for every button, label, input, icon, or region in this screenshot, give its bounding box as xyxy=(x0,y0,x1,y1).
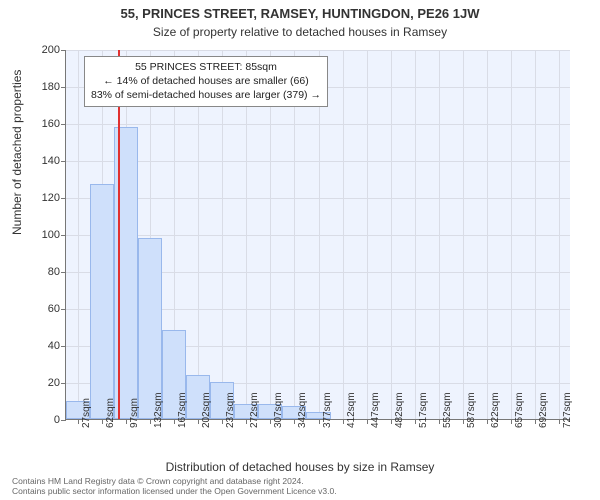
x-tick-label: 167sqm xyxy=(177,392,188,428)
x-tick xyxy=(222,419,223,424)
plot-area: 55 PRINCES STREET: 85sqm ← 14% of detach… xyxy=(65,50,570,420)
gridline-vertical xyxy=(511,50,512,419)
x-tick-label: 62sqm xyxy=(105,398,116,428)
y-tick-label: 80 xyxy=(25,266,60,278)
gridline-vertical xyxy=(367,50,368,419)
x-tick xyxy=(78,419,79,424)
x-tick-label: 482sqm xyxy=(394,392,405,428)
gridline-vertical xyxy=(391,50,392,419)
footer-line-2: Contains public sector information licen… xyxy=(12,486,337,496)
x-tick-label: 622sqm xyxy=(490,392,501,428)
y-tick xyxy=(61,50,66,51)
x-tick-label: 377sqm xyxy=(322,392,333,428)
y-tick-label: 200 xyxy=(25,44,60,56)
gridline-vertical xyxy=(415,50,416,419)
x-tick xyxy=(270,419,271,424)
x-tick xyxy=(511,419,512,424)
x-tick xyxy=(126,419,127,424)
x-tick xyxy=(487,419,488,424)
x-tick-label: 517sqm xyxy=(418,392,429,428)
x-tick-label: 552sqm xyxy=(442,392,453,428)
chart-subtitle: Size of property relative to detached ho… xyxy=(0,21,600,39)
y-tick xyxy=(61,124,66,125)
x-tick-label: 657sqm xyxy=(514,392,525,428)
x-tick-label: 97sqm xyxy=(129,398,140,428)
y-tick xyxy=(61,420,66,421)
x-tick xyxy=(391,419,392,424)
gridline-vertical xyxy=(343,50,344,419)
y-tick-label: 100 xyxy=(25,229,60,241)
info-line-3: 83% of semi-detached houses are larger (… xyxy=(91,88,321,102)
x-tick xyxy=(294,419,295,424)
x-tick xyxy=(246,419,247,424)
x-tick xyxy=(535,419,536,424)
gridline-vertical xyxy=(78,50,79,419)
x-tick xyxy=(319,419,320,424)
x-tick-label: 727sqm xyxy=(562,392,573,428)
x-tick xyxy=(367,419,368,424)
x-tick xyxy=(439,419,440,424)
x-tick xyxy=(343,419,344,424)
x-tick-label: 27sqm xyxy=(81,398,92,428)
x-tick-label: 202sqm xyxy=(201,392,212,428)
gridline-vertical xyxy=(463,50,464,419)
x-tick-label: 412sqm xyxy=(346,392,357,428)
y-tick xyxy=(61,309,66,310)
x-tick xyxy=(463,419,464,424)
info-line-2: ← 14% of detached houses are smaller (66… xyxy=(91,74,321,88)
y-tick xyxy=(61,87,66,88)
y-tick xyxy=(61,346,66,347)
y-tick-label: 140 xyxy=(25,155,60,167)
info-line-1: 55 PRINCES STREET: 85sqm xyxy=(91,60,321,74)
x-tick-label: 237sqm xyxy=(225,392,236,428)
x-tick-label: 692sqm xyxy=(538,392,549,428)
y-tick-label: 40 xyxy=(25,340,60,352)
y-tick-label: 60 xyxy=(25,303,60,315)
info-box: 55 PRINCES STREET: 85sqm ← 14% of detach… xyxy=(84,56,328,107)
x-tick-label: 307sqm xyxy=(273,392,284,428)
x-tick-label: 447sqm xyxy=(370,392,381,428)
x-tick-label: 587sqm xyxy=(466,392,477,428)
y-axis-label: Number of detached properties xyxy=(10,70,24,235)
y-tick-label: 0 xyxy=(25,414,60,426)
x-tick xyxy=(415,419,416,424)
x-tick-label: 342sqm xyxy=(297,392,308,428)
y-tick xyxy=(61,235,66,236)
y-tick xyxy=(61,161,66,162)
x-tick xyxy=(559,419,560,424)
y-tick-label: 20 xyxy=(25,377,60,389)
x-tick xyxy=(174,419,175,424)
footer-line-1: Contains HM Land Registry data © Crown c… xyxy=(12,476,337,486)
y-tick-label: 180 xyxy=(25,81,60,93)
histogram-bar xyxy=(90,184,114,419)
y-tick-label: 120 xyxy=(25,192,60,204)
gridline-vertical xyxy=(439,50,440,419)
gridline-vertical xyxy=(487,50,488,419)
x-tick-label: 132sqm xyxy=(153,392,164,428)
x-tick xyxy=(150,419,151,424)
y-tick xyxy=(61,383,66,384)
x-axis-label: Distribution of detached houses by size … xyxy=(0,460,600,474)
gridline-vertical xyxy=(535,50,536,419)
y-tick xyxy=(61,272,66,273)
footer-attribution: Contains HM Land Registry data © Crown c… xyxy=(12,476,337,496)
x-tick xyxy=(102,419,103,424)
gridline-vertical xyxy=(559,50,560,419)
chart-title: 55, PRINCES STREET, RAMSEY, HUNTINGDON, … xyxy=(0,0,600,21)
y-tick xyxy=(61,198,66,199)
y-tick-label: 160 xyxy=(25,118,60,130)
x-tick-label: 272sqm xyxy=(249,392,260,428)
x-tick xyxy=(198,419,199,424)
